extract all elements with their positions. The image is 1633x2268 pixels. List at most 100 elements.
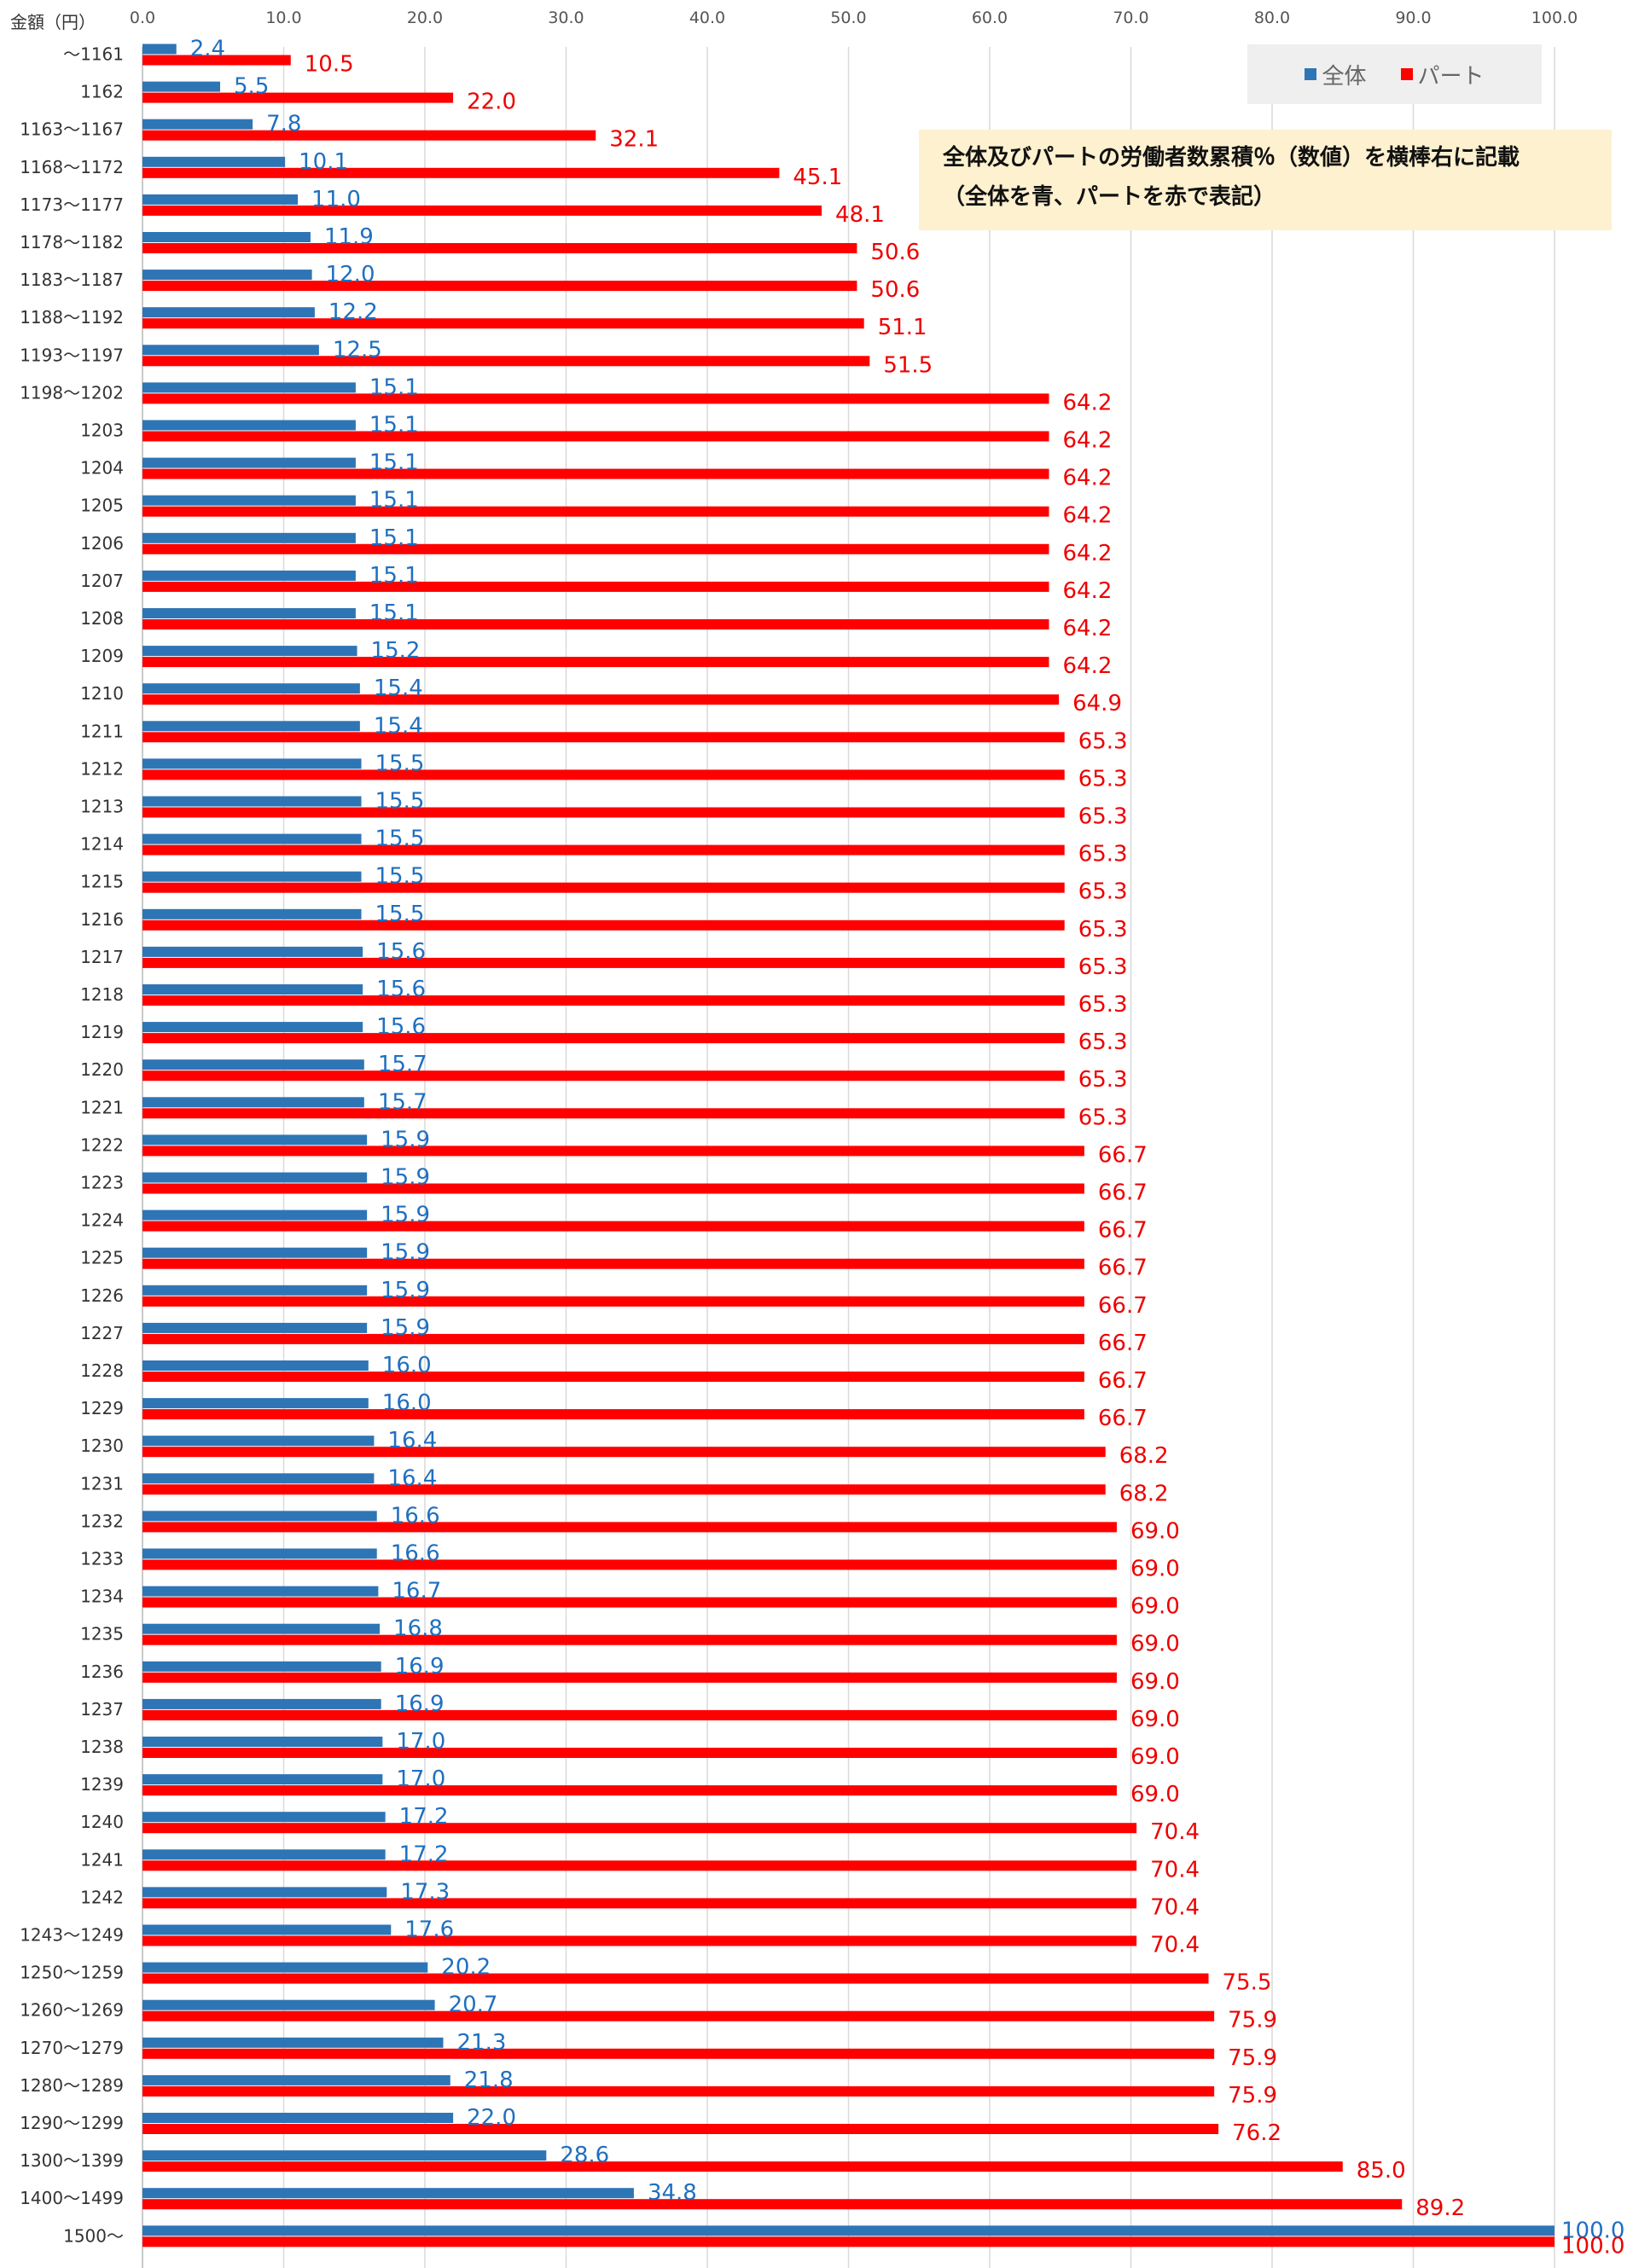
- data-label-all: 15.1: [369, 488, 419, 513]
- x-tick-label: 90.0: [1395, 9, 1431, 27]
- bar-all: [142, 345, 319, 356]
- bar-part: [142, 1409, 1084, 1420]
- bar-part: [142, 1108, 1065, 1119]
- data-label-part: 66.7: [1098, 1293, 1148, 1319]
- category-label: 1300～1399: [20, 2150, 124, 2171]
- data-label-all: 15.9: [381, 1278, 430, 1303]
- data-label-part: 65.3: [1078, 879, 1128, 905]
- category-label: 1238: [80, 1737, 124, 1757]
- category-label: 1222: [80, 1134, 124, 1155]
- data-label-all: 15.1: [369, 525, 419, 551]
- bar-part: [142, 2085, 1215, 2097]
- data-label-all: 16.9: [395, 1654, 445, 1679]
- data-label-part: 65.3: [1078, 804, 1128, 830]
- data-label-part: 65.3: [1078, 728, 1128, 754]
- data-label-all: 15.1: [369, 374, 419, 400]
- category-label: 1243～1249: [20, 1925, 124, 1946]
- bar-all: [142, 1436, 375, 1447]
- category-label: 1219: [80, 1022, 124, 1042]
- data-label-part: 10.5: [305, 52, 354, 78]
- data-label-all: 17.0: [396, 1766, 445, 1792]
- category-label: 1224: [80, 1210, 124, 1231]
- x-tick-label: 20.0: [407, 9, 443, 27]
- bar-all: [142, 119, 253, 130]
- category-label: 1225: [80, 1248, 124, 1268]
- bar-all: [142, 1398, 369, 1409]
- legend-swatch-part: [1400, 68, 1413, 80]
- category-label: 1250～1259: [20, 1963, 124, 1983]
- data-label-all: 17.3: [400, 1879, 450, 1905]
- data-label-all: 17.0: [396, 1729, 445, 1755]
- bar-all: [142, 1548, 377, 1559]
- data-label-part: 70.4: [1150, 1894, 1200, 1920]
- category-label: 1215: [80, 872, 124, 892]
- data-label-part: 50.6: [870, 240, 920, 265]
- bar-part: [142, 2161, 1343, 2172]
- bar-all: [142, 984, 363, 995]
- data-label-part: 51.1: [878, 315, 927, 340]
- bar-all: [142, 1360, 369, 1371]
- bar-part: [142, 995, 1065, 1006]
- bar-part: [142, 694, 1060, 705]
- data-label-part: 65.3: [1078, 1067, 1128, 1093]
- bar-part: [142, 1484, 1106, 1495]
- data-label-all: 15.1: [369, 563, 419, 589]
- category-label: 1270～1279: [20, 2038, 124, 2058]
- bar-part: [142, 281, 857, 292]
- bar-part: [142, 1785, 1117, 1796]
- bar-all: [142, 420, 356, 431]
- bar-all: [142, 758, 362, 769]
- x-tick-label: 50.0: [830, 9, 866, 27]
- data-label-part: 66.7: [1098, 1331, 1148, 1356]
- bar-part: [142, 581, 1049, 592]
- bar-all: [142, 908, 362, 919]
- data-label-all: 16.4: [387, 1465, 437, 1491]
- bar-all: [142, 796, 362, 807]
- data-label-part: 64.2: [1063, 541, 1113, 566]
- data-label-all: 16.4: [387, 1428, 437, 1453]
- data-label-part: 65.3: [1078, 1030, 1128, 1055]
- category-label: 1214: [80, 834, 124, 855]
- bar-all: [142, 156, 286, 167]
- bar-all: [142, 2037, 444, 2048]
- category-label: 1400～1499: [20, 2188, 124, 2208]
- category-label: 1230: [80, 1436, 124, 1456]
- category-label: 1216: [80, 909, 124, 930]
- bar-part: [142, 1559, 1117, 1570]
- legend-item-all: 全体: [1305, 59, 1367, 90]
- data-label-all: 17.2: [399, 1842, 449, 1867]
- data-label-part: 66.7: [1098, 1406, 1148, 1431]
- data-label-part: 69.0: [1130, 1744, 1180, 1770]
- data-label-all: 28.6: [560, 2143, 609, 2168]
- category-label: 1208: [80, 608, 124, 629]
- category-label: 1198～1202: [20, 382, 124, 403]
- bar-part: [142, 543, 1049, 554]
- bar-part: [142, 2199, 1403, 2210]
- legend-label-all: 全体: [1322, 63, 1367, 90]
- bar-all: [142, 1812, 386, 1823]
- data-label-all: 15.5: [375, 864, 425, 890]
- data-label-part: 65.3: [1078, 954, 1128, 980]
- category-label: 1207: [80, 571, 124, 591]
- data-label-all: 15.1: [369, 600, 419, 626]
- data-label-all: 12.0: [326, 262, 375, 287]
- bar-part: [142, 92, 454, 103]
- legend-swatch-all: [1305, 68, 1317, 80]
- data-label-all: 15.5: [375, 751, 425, 776]
- bar-all: [142, 194, 299, 205]
- bar-all: [142, 1999, 435, 2010]
- bar-all: [142, 1285, 368, 1296]
- category-label: 1260～1269: [20, 2000, 124, 2021]
- bar-part: [142, 1221, 1084, 1232]
- x-tick-label: 30.0: [548, 9, 584, 27]
- bar-all: [142, 495, 356, 506]
- bar-all: [142, 2074, 450, 2085]
- bar-all: [142, 1322, 368, 1333]
- data-label-part: 64.2: [1063, 466, 1113, 491]
- data-label-part: 50.6: [870, 277, 920, 303]
- bar-part: [142, 130, 596, 141]
- bar-part: [142, 2010, 1215, 2021]
- data-label-part: 85.0: [1357, 2158, 1406, 2184]
- data-label-part: 89.2: [1415, 2195, 1465, 2221]
- y-axis-title: 金額（円）: [10, 12, 96, 32]
